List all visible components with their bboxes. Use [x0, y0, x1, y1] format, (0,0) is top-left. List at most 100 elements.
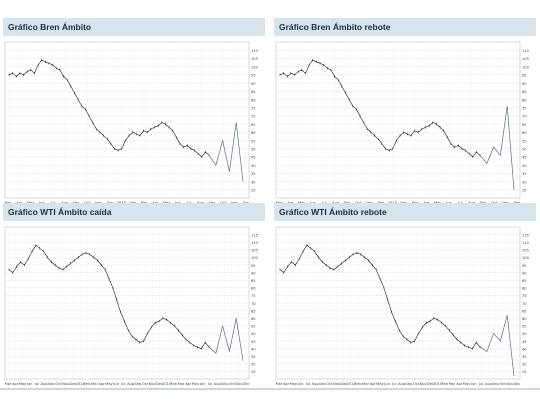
x-tick-label: May — [19, 382, 27, 386]
x-tick-label: Nov — [506, 382, 514, 386]
y-tick-label: 25 — [251, 370, 256, 374]
y-tick-label: 85 — [251, 90, 256, 94]
y-tick-label: 95 — [522, 264, 527, 268]
y-tick-label: 95 — [251, 74, 256, 78]
y-tick-label: 30 — [251, 180, 256, 184]
x-tick-label: Oct — [413, 382, 420, 386]
y-tick-label: 80 — [251, 98, 256, 102]
y-tick-label: 80 — [522, 98, 527, 102]
x-tick-label: Feb — [171, 382, 178, 386]
x-tick-label: Nov — [149, 382, 157, 386]
y-tick-label: 55 — [251, 325, 256, 329]
y-tick-label: 45 — [522, 156, 527, 160]
x-tick-label: Dec — [243, 382, 250, 386]
x-tick-label: Jul — [207, 382, 212, 386]
y-tick-label: 35 — [251, 172, 256, 176]
panel-brent-fall: Gráfico Bren Ámbito 110 105 100 95 90 85 80 75 7… — [3, 18, 265, 205]
chart-wti-fall: 115 110 105 100 95 90 85 80 75 70 65 60 55 50 45 40 35 30… — [5, 226, 259, 386]
x-tick-label: Jul — [305, 382, 310, 386]
y-tick-label: 90 — [522, 271, 527, 275]
x-tick-label: Oct — [142, 382, 149, 386]
y-tick-label: 115 — [251, 233, 258, 237]
y-tick-label: 60 — [522, 317, 527, 321]
y-tick-label: 110 — [522, 241, 530, 245]
y-tick-label: 45 — [522, 340, 527, 344]
y-tick-label: 45 — [251, 156, 256, 160]
y-tick-label: 75 — [522, 294, 527, 298]
y-tick-label: 60 — [251, 317, 256, 321]
y-tick-label: 105 — [251, 57, 258, 61]
y-tick-label: 100 — [522, 256, 530, 260]
projection-line — [208, 122, 244, 182]
y-tick-label: 50 — [251, 148, 256, 152]
y-tick-label: 105 — [522, 57, 529, 61]
x-tick-label: May — [290, 382, 298, 386]
y-tick-label: 100 — [251, 65, 259, 69]
x-tick-label: Jun — [26, 382, 33, 386]
y-tick-label: 90 — [251, 82, 256, 86]
y-tick-label: 70 — [251, 115, 256, 119]
x-tick-label: Apr — [283, 382, 290, 386]
y-tick-label: 60 — [522, 131, 527, 135]
x-tick-label: Jun — [112, 382, 119, 386]
x-tick-label: Sep — [492, 382, 499, 386]
y-tick-label: 30 — [522, 363, 527, 367]
x-tick-label: Nov — [333, 382, 341, 386]
x-tick-label: Jun — [199, 382, 206, 386]
y-tick-label: 65 — [251, 123, 256, 127]
panel-title: Gráfico Bren Ámbito rebote — [274, 18, 536, 36]
x-tick-label: Oct — [55, 382, 62, 386]
y-tick-label: 85 — [522, 279, 527, 283]
price-line — [8, 59, 210, 158]
x-tick-label: Aug — [41, 382, 48, 386]
x-tick-label: May — [463, 382, 471, 386]
y-tick-label: 55 — [522, 325, 527, 329]
y-tick-label: 75 — [251, 294, 256, 298]
y-tick-label: 60 — [251, 131, 256, 135]
y-tick-label: 105 — [522, 249, 529, 253]
x-tick-label: May — [376, 382, 384, 386]
chart-brent-fall: 110105100959085807570656055504540353025M… — [5, 41, 259, 205]
y-tick-label: 80 — [251, 287, 256, 291]
projection-line — [208, 318, 244, 361]
x-tick-label: Apr — [456, 382, 463, 386]
y-tick-label: 85 — [251, 279, 256, 283]
y-tick-label: 75 — [251, 106, 256, 110]
plot-area — [275, 41, 521, 199]
panel-title: Gráfico WTI Ámbito rebote — [274, 203, 536, 221]
y-tick-label: 65 — [251, 309, 256, 313]
x-tick-label: Jun — [470, 382, 477, 386]
y-tick-label: 55 — [522, 139, 527, 143]
x-tick-label: Apr — [12, 382, 19, 386]
x-tick-label: Feb — [355, 382, 362, 386]
y-tick-label: 70 — [522, 302, 527, 306]
x-tick-label: Sep — [221, 382, 228, 386]
y-tick-label: 50 — [251, 332, 256, 336]
y-tick-label: 70 — [522, 115, 527, 119]
price-line — [279, 59, 481, 158]
x-tick-label: Aug — [214, 382, 221, 386]
footer-band — [0, 392, 540, 405]
y-tick-label: 30 — [522, 180, 527, 184]
x-tick-label: Mar — [276, 382, 283, 386]
y-tick-label: 65 — [522, 123, 527, 127]
y-tick-label: 45 — [251, 340, 256, 344]
y-tick-label: 110 — [251, 241, 259, 245]
panel-title: Gráfico WTI Ámbito caída — [3, 203, 265, 221]
projection-line — [479, 315, 515, 377]
y-tick-label: 90 — [522, 82, 527, 86]
x-tick-label: Sep — [319, 382, 326, 386]
y-tick-label: 85 — [522, 90, 527, 94]
x-tick-label: Oct — [499, 382, 506, 386]
x-tick-label: Dec — [69, 382, 76, 386]
x-tick-label: May — [192, 382, 200, 386]
y-tick-label: 35 — [251, 355, 256, 359]
x-tick-label: Dec — [340, 382, 347, 386]
panel-wti-rebound: Gráfico WTI Ámbito rebote 115 110 105 100 95… — [274, 203, 536, 386]
y-tick-label: 35 — [522, 172, 527, 176]
y-tick-label: 25 — [522, 189, 527, 193]
x-tick-label: Jun — [297, 382, 304, 386]
x-tick-label: Apr — [370, 382, 377, 386]
x-tick-label: Aug — [127, 382, 134, 386]
x-tick-label: Nov — [420, 382, 428, 386]
